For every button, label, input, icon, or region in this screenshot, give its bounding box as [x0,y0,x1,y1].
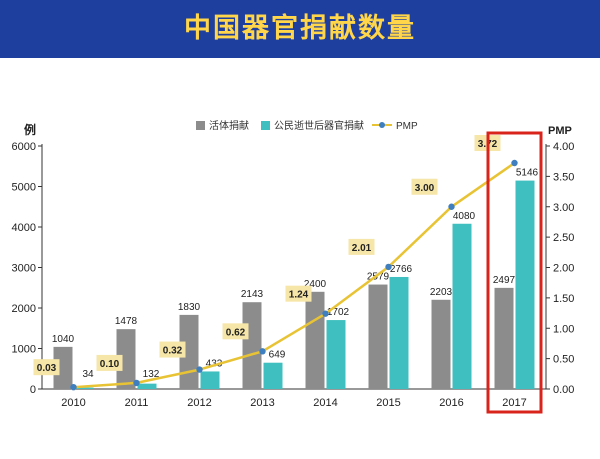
pmp-label-2016: 3.00 [415,183,435,194]
bar-label-living-2015: 2579 [367,272,390,283]
title-banner: 中国器官捐献数量 [0,0,600,58]
x-tick-label: 2011 [125,397,149,409]
pmp-label-box-2010 [33,359,60,376]
pmp-point-2017 [511,159,518,167]
bar-deceased-2015 [389,276,409,389]
bar-label-deceased-2010: 34 [82,369,94,380]
x-tick-label: 2014 [313,397,337,409]
y-tick-label: 0 [30,384,36,396]
bar-deceased-2017 [515,180,535,389]
bar-living-2010 [53,346,73,389]
y2-tick-label: 2.00 [553,263,574,275]
y2-tick-label: 4.00 [553,141,574,153]
y-tick-label: 3000 [12,263,36,275]
x-tick-label: 2012 [187,397,211,409]
pmp-label-box-2012 [159,341,186,358]
x-tick-label: 2017 [502,397,526,409]
pmp-label-2015: 2.01 [352,243,372,254]
bar-label-deceased-2012: 433 [206,358,223,369]
legend-label-living: 活体捐献 [209,119,249,132]
pmp-point-2011 [133,379,140,387]
y2-tick-label: 3.00 [553,202,574,214]
bar-label-living-2011: 1478 [115,316,138,327]
bar-deceased-2012 [200,371,220,389]
bar-living-2015 [368,284,388,389]
pmp-label-2010: 0.03 [37,363,57,374]
y-tick-label: 5000 [12,182,36,194]
bar-living-2011 [116,329,136,389]
bar-label-living-2017: 2497 [493,275,516,286]
pmp-point-2013 [259,348,266,355]
bar-label-deceased-2014: 1702 [327,307,350,318]
bar-deceased-2010 [74,387,94,389]
bar-label-deceased-2011: 132 [143,369,160,380]
bar-living-2014 [305,291,325,389]
x-tick-label: 2016 [439,397,463,409]
y-tick-label: 1000 [12,344,36,356]
y2-tick-label: 1.00 [553,323,574,335]
donation-chart: 0 1000 2000 3000 4000 5000 6000 0.00 0.50 1.00 1.5… [12,119,574,414]
pmp-label-box-2014 [285,285,312,302]
legend-label-deceased: 公民逝世后器官捐献 [274,119,364,132]
bar-deceased-2011 [137,383,157,389]
pmp-label-box-2016 [411,178,438,195]
y2-tick-label: 0.00 [553,384,574,396]
y-axis-title: 例 [24,122,36,137]
bar-deceased-2016 [452,223,472,389]
x-tick-label: 2013 [250,397,274,409]
bar-label-living-2012: 1830 [178,302,201,313]
page-title: 中国器官捐献数量 [184,13,416,44]
y2-tick-label: 1.50 [553,293,574,305]
y-tick-label: 4000 [12,222,36,234]
bar-label-deceased-2015: 2766 [390,264,413,275]
bar-living-2013 [242,302,262,389]
pmp-line [73,161,516,389]
pmp-label-box-2011 [96,354,123,371]
highlight-box-2017 [486,131,543,414]
pmp-label-2014: 1.24 [289,290,309,301]
y2-axis-title: PMP [548,125,572,137]
pmp-point-2010 [70,383,77,391]
y-tick-label: 6000 [12,141,36,153]
pmp-point-2015 [385,263,392,271]
bar-label-deceased-2016: 4080 [453,211,476,222]
legend-label-pmp: PMP [396,121,418,132]
pmp-label-2013: 0.62 [226,327,246,338]
pmp-label-2012: 0.32 [163,346,183,357]
pmp-label-box-2013 [222,323,249,340]
bar-label-living-2014: 2400 [304,279,327,290]
bar-label-living-2010: 1040 [52,334,75,345]
pmp-label-box-2015 [348,238,375,255]
pmp-label-2011: 0.10 [100,359,120,370]
x-tick-label: 2010 [61,397,85,409]
bar-label-living-2013: 2143 [241,289,264,300]
bar-label-deceased-2013: 649 [269,350,286,361]
y2-tick-label: 3.50 [553,171,574,183]
y2-tick-label: 2.50 [553,232,574,244]
bar-label-living-2016: 2203 [430,287,453,298]
bar-deceased-2013 [263,362,283,389]
pmp-point-2016 [448,203,455,210]
y2-tick-label: 0.50 [553,354,574,366]
bar-living-2016 [431,299,451,389]
bar-label-deceased-2017: 5146 [516,168,539,179]
bar-living-2017 [494,287,514,389]
x-tick-label: 2015 [376,397,400,409]
legend-swatch-living [196,121,205,130]
legend-swatch-deceased [261,121,270,130]
bar-deceased-2014 [326,320,346,389]
y-tick-label: 2000 [12,303,36,315]
pmp-point-2014 [322,310,329,317]
pmp-point-2012 [196,366,203,373]
legend-marker-pmp [379,122,385,128]
